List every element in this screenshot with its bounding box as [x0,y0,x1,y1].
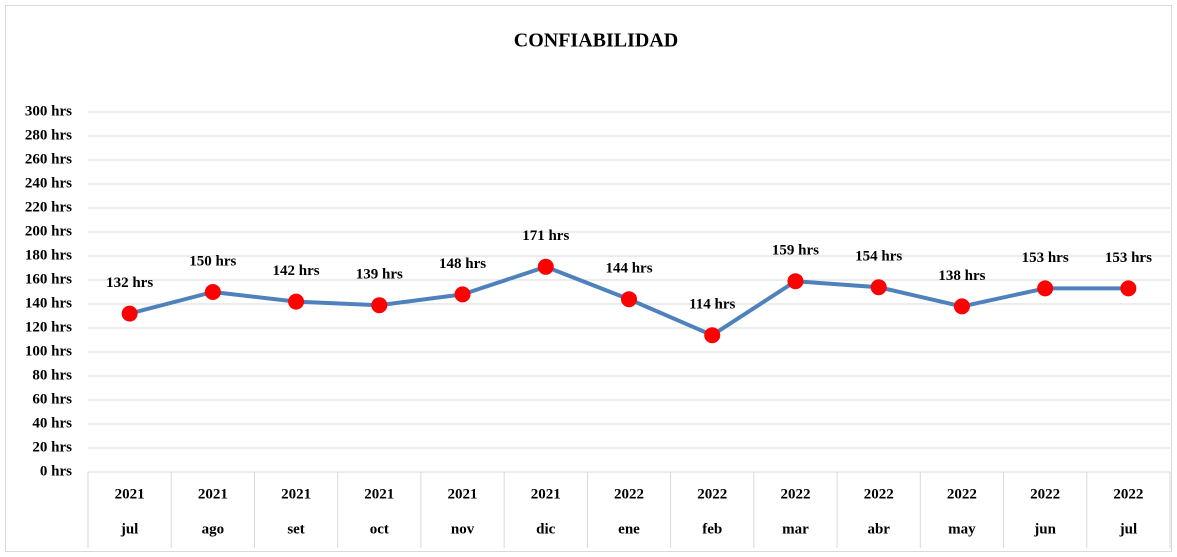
y-tick-label: 280 hrs [25,127,72,143]
marker [454,286,471,303]
x-tick-label: feb [702,521,722,537]
x-tick-group-label: 2022 [614,486,644,502]
y-tick-label: 60 hrs [32,391,72,407]
y-tick-label: 100 hrs [25,343,72,359]
x-tick-label: may [948,521,976,537]
x-tick-label: oct [370,521,389,537]
data-label: 139 hrs [356,267,403,283]
x-tick-label: jul [120,521,139,537]
data-label: 171 hrs [522,228,569,244]
x-tick-label: dic [536,521,556,537]
y-tick-label: 0 hrs [40,463,72,479]
marker [953,298,970,315]
data-label: 144 hrs [605,261,652,277]
marker [204,284,221,300]
data-label: 153 hrs [1105,250,1152,266]
data-label: 153 hrs [1022,250,1069,266]
y-tick-label: 220 hrs [25,199,72,215]
marker [537,258,554,275]
marker [870,279,887,296]
y-tick-label: 180 hrs [25,247,72,263]
marker [371,297,388,314]
x-tick-group-label: 2022 [864,486,894,502]
data-label: 138 hrs [938,268,985,284]
x-tick-group-label: 2022 [780,486,810,502]
x-tick-group-label: 2022 [697,486,727,502]
y-tick-label: 40 hrs [32,415,72,431]
marker [704,327,721,344]
marker [621,291,637,308]
marker [288,293,305,310]
x-tick-label: ago [202,521,225,537]
y-tick-label: 140 hrs [25,295,72,311]
chart-title: CONFIABILIDAD [514,30,678,52]
x-tick-group-label: 2022 [1113,486,1143,502]
x-tick-label: mar [782,521,809,537]
data-label: 114 hrs [689,297,735,313]
marker [1120,280,1137,297]
data-label: 142 hrs [273,263,320,279]
y-tick-label: 20 hrs [32,439,72,455]
data-label: 132 hrs [106,275,153,291]
x-tick-label: ene [618,521,640,537]
x-tick-label: jul [1119,521,1138,537]
chart-border [5,5,1172,552]
x-tick-group-label: 2021 [198,486,228,502]
x-tick-label: set [287,521,305,537]
data-label: 159 hrs [772,243,819,259]
x-tick-group-label: 2022 [947,486,977,502]
y-tick-label: 240 hrs [25,175,72,191]
marker [1037,280,1054,297]
marker [787,273,804,290]
data-label: 150 hrs [189,253,236,269]
y-tick-label: 300 hrs [25,103,72,119]
x-tick-group-label: 2021 [281,486,311,502]
x-tick-label: abr [867,521,890,537]
x-tick-label: nov [451,521,475,537]
y-tick-label: 200 hrs [25,223,72,239]
x-tick-group-label: 2022 [1030,486,1060,502]
x-tick-label: jun [1033,521,1056,537]
y-tick-label: 120 hrs [25,319,72,335]
data-label: 148 hrs [439,256,486,272]
y-tick-label: 260 hrs [25,151,72,167]
x-tick-group-label: 2021 [448,486,478,502]
x-tick-group-label: 2021 [364,486,394,502]
x-tick-group-label: 2021 [531,486,561,502]
y-tick-label: 80 hrs [32,367,72,383]
data-label: 154 hrs [855,249,902,265]
y-tick-label: 160 hrs [25,271,72,287]
x-tick-group-label: 2021 [115,486,145,502]
marker [121,305,138,322]
